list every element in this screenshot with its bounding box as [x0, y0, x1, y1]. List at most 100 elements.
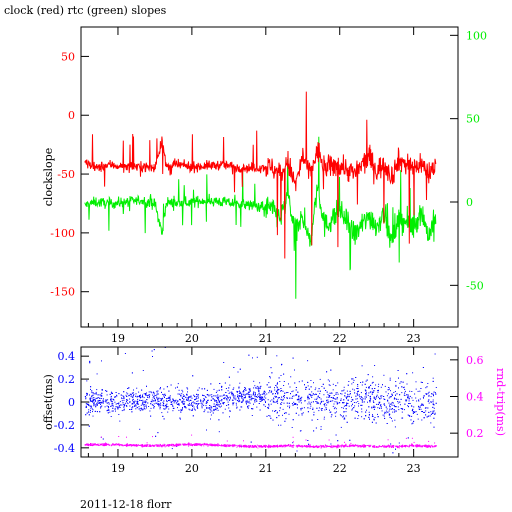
offset-point — [332, 397, 334, 399]
offset-point — [101, 392, 103, 394]
offset-point — [219, 395, 221, 397]
offset-point — [121, 397, 122, 399]
rnd-trip-point — [118, 444, 120, 446]
rnd-trip-point — [167, 445, 169, 447]
rnd-trip-point — [152, 436, 153, 438]
rnd-trip-point — [112, 443, 114, 445]
offset-point — [326, 396, 328, 398]
rnd-trip-point — [149, 444, 151, 446]
offset-point — [228, 376, 230, 378]
offset-point — [252, 357, 253, 359]
offset-point — [371, 388, 373, 390]
offset-point — [141, 403, 143, 405]
offset-point — [368, 416, 370, 418]
offset-point — [292, 404, 294, 406]
offset-point — [182, 400, 184, 402]
offset-point — [325, 390, 327, 391]
offset-point — [270, 390, 272, 392]
offset-point — [369, 396, 371, 398]
rnd-trip-point — [255, 445, 256, 447]
offset-point — [432, 406, 434, 408]
offset-point — [151, 404, 153, 406]
offset-point — [411, 415, 413, 417]
offset-point — [352, 399, 354, 401]
offset-point — [357, 401, 359, 402]
offset-point — [217, 396, 219, 398]
offset-point — [205, 405, 207, 407]
offset-point — [345, 396, 347, 398]
offset-point — [218, 402, 220, 403]
offset-point — [364, 396, 366, 398]
rnd-trip-point — [344, 445, 346, 447]
offset-point — [244, 397, 246, 399]
rnd-trip-point — [304, 446, 306, 448]
offset-point — [205, 396, 207, 398]
rnd-trip-point — [172, 443, 174, 445]
offset-point — [310, 405, 312, 407]
offset-point — [380, 397, 382, 399]
offset-point — [421, 403, 423, 405]
offset-point — [141, 396, 143, 398]
rnd-trip-point — [132, 444, 134, 446]
offset-point — [311, 391, 313, 393]
offset-point — [140, 396, 141, 398]
offset-point — [168, 408, 170, 410]
offset-point — [291, 391, 293, 393]
rnd-trip-point — [232, 446, 234, 448]
rnd-trip-point — [307, 445, 308, 447]
offset-point — [266, 393, 268, 395]
rnd-trip-point — [278, 446, 280, 447]
offset-point — [102, 400, 104, 402]
offset-point — [102, 402, 104, 404]
offset-point — [326, 401, 328, 403]
offset-point — [340, 398, 342, 400]
rnd-trip-point — [100, 436, 102, 438]
offset-point — [340, 393, 342, 395]
offset-point — [313, 414, 315, 416]
rnd-trip-point — [287, 445, 289, 447]
offset-point — [188, 396, 190, 398]
offset-point — [274, 410, 276, 412]
offset-point — [178, 409, 180, 411]
offset-point — [185, 407, 187, 409]
offset-point — [89, 405, 91, 407]
offset-point — [215, 392, 217, 393]
offset-point — [106, 390, 108, 392]
offset-point — [315, 401, 317, 402]
offset-point — [392, 411, 394, 413]
offset-point — [105, 401, 107, 403]
offset-point — [279, 410, 281, 412]
offset-point — [143, 406, 145, 408]
offset-point — [335, 434, 337, 436]
rnd-trip-point — [384, 445, 386, 447]
offset-point — [238, 393, 240, 394]
offset-point — [248, 402, 250, 404]
offset-point — [286, 397, 288, 399]
rnd-trip-point — [338, 445, 340, 447]
offset-point — [160, 402, 162, 404]
offset-point — [307, 398, 309, 400]
offset-point — [156, 392, 158, 394]
offset-point — [197, 407, 199, 409]
x-tick-label: 20 — [185, 332, 199, 345]
rnd-trip-point — [105, 445, 107, 446]
rnd-trip-point — [188, 444, 190, 446]
offset-point — [108, 403, 110, 405]
offset-point — [138, 396, 140, 398]
offset-point — [221, 389, 223, 391]
offset-point — [165, 404, 166, 406]
offset-point — [348, 396, 350, 398]
offset-point — [186, 399, 187, 401]
offset-point — [105, 400, 107, 401]
rnd-trip-point — [169, 444, 171, 446]
offset-point — [177, 383, 179, 385]
offset-point — [126, 402, 128, 404]
offset-point — [248, 405, 250, 407]
offset-point — [257, 389, 259, 391]
offset-point — [343, 389, 345, 391]
rnd-trip-point — [140, 445, 142, 447]
offset-point — [262, 398, 264, 400]
rnd-trip-point — [100, 443, 101, 445]
rnd-trip-point — [239, 446, 241, 448]
rnd-trip-point — [199, 443, 201, 445]
